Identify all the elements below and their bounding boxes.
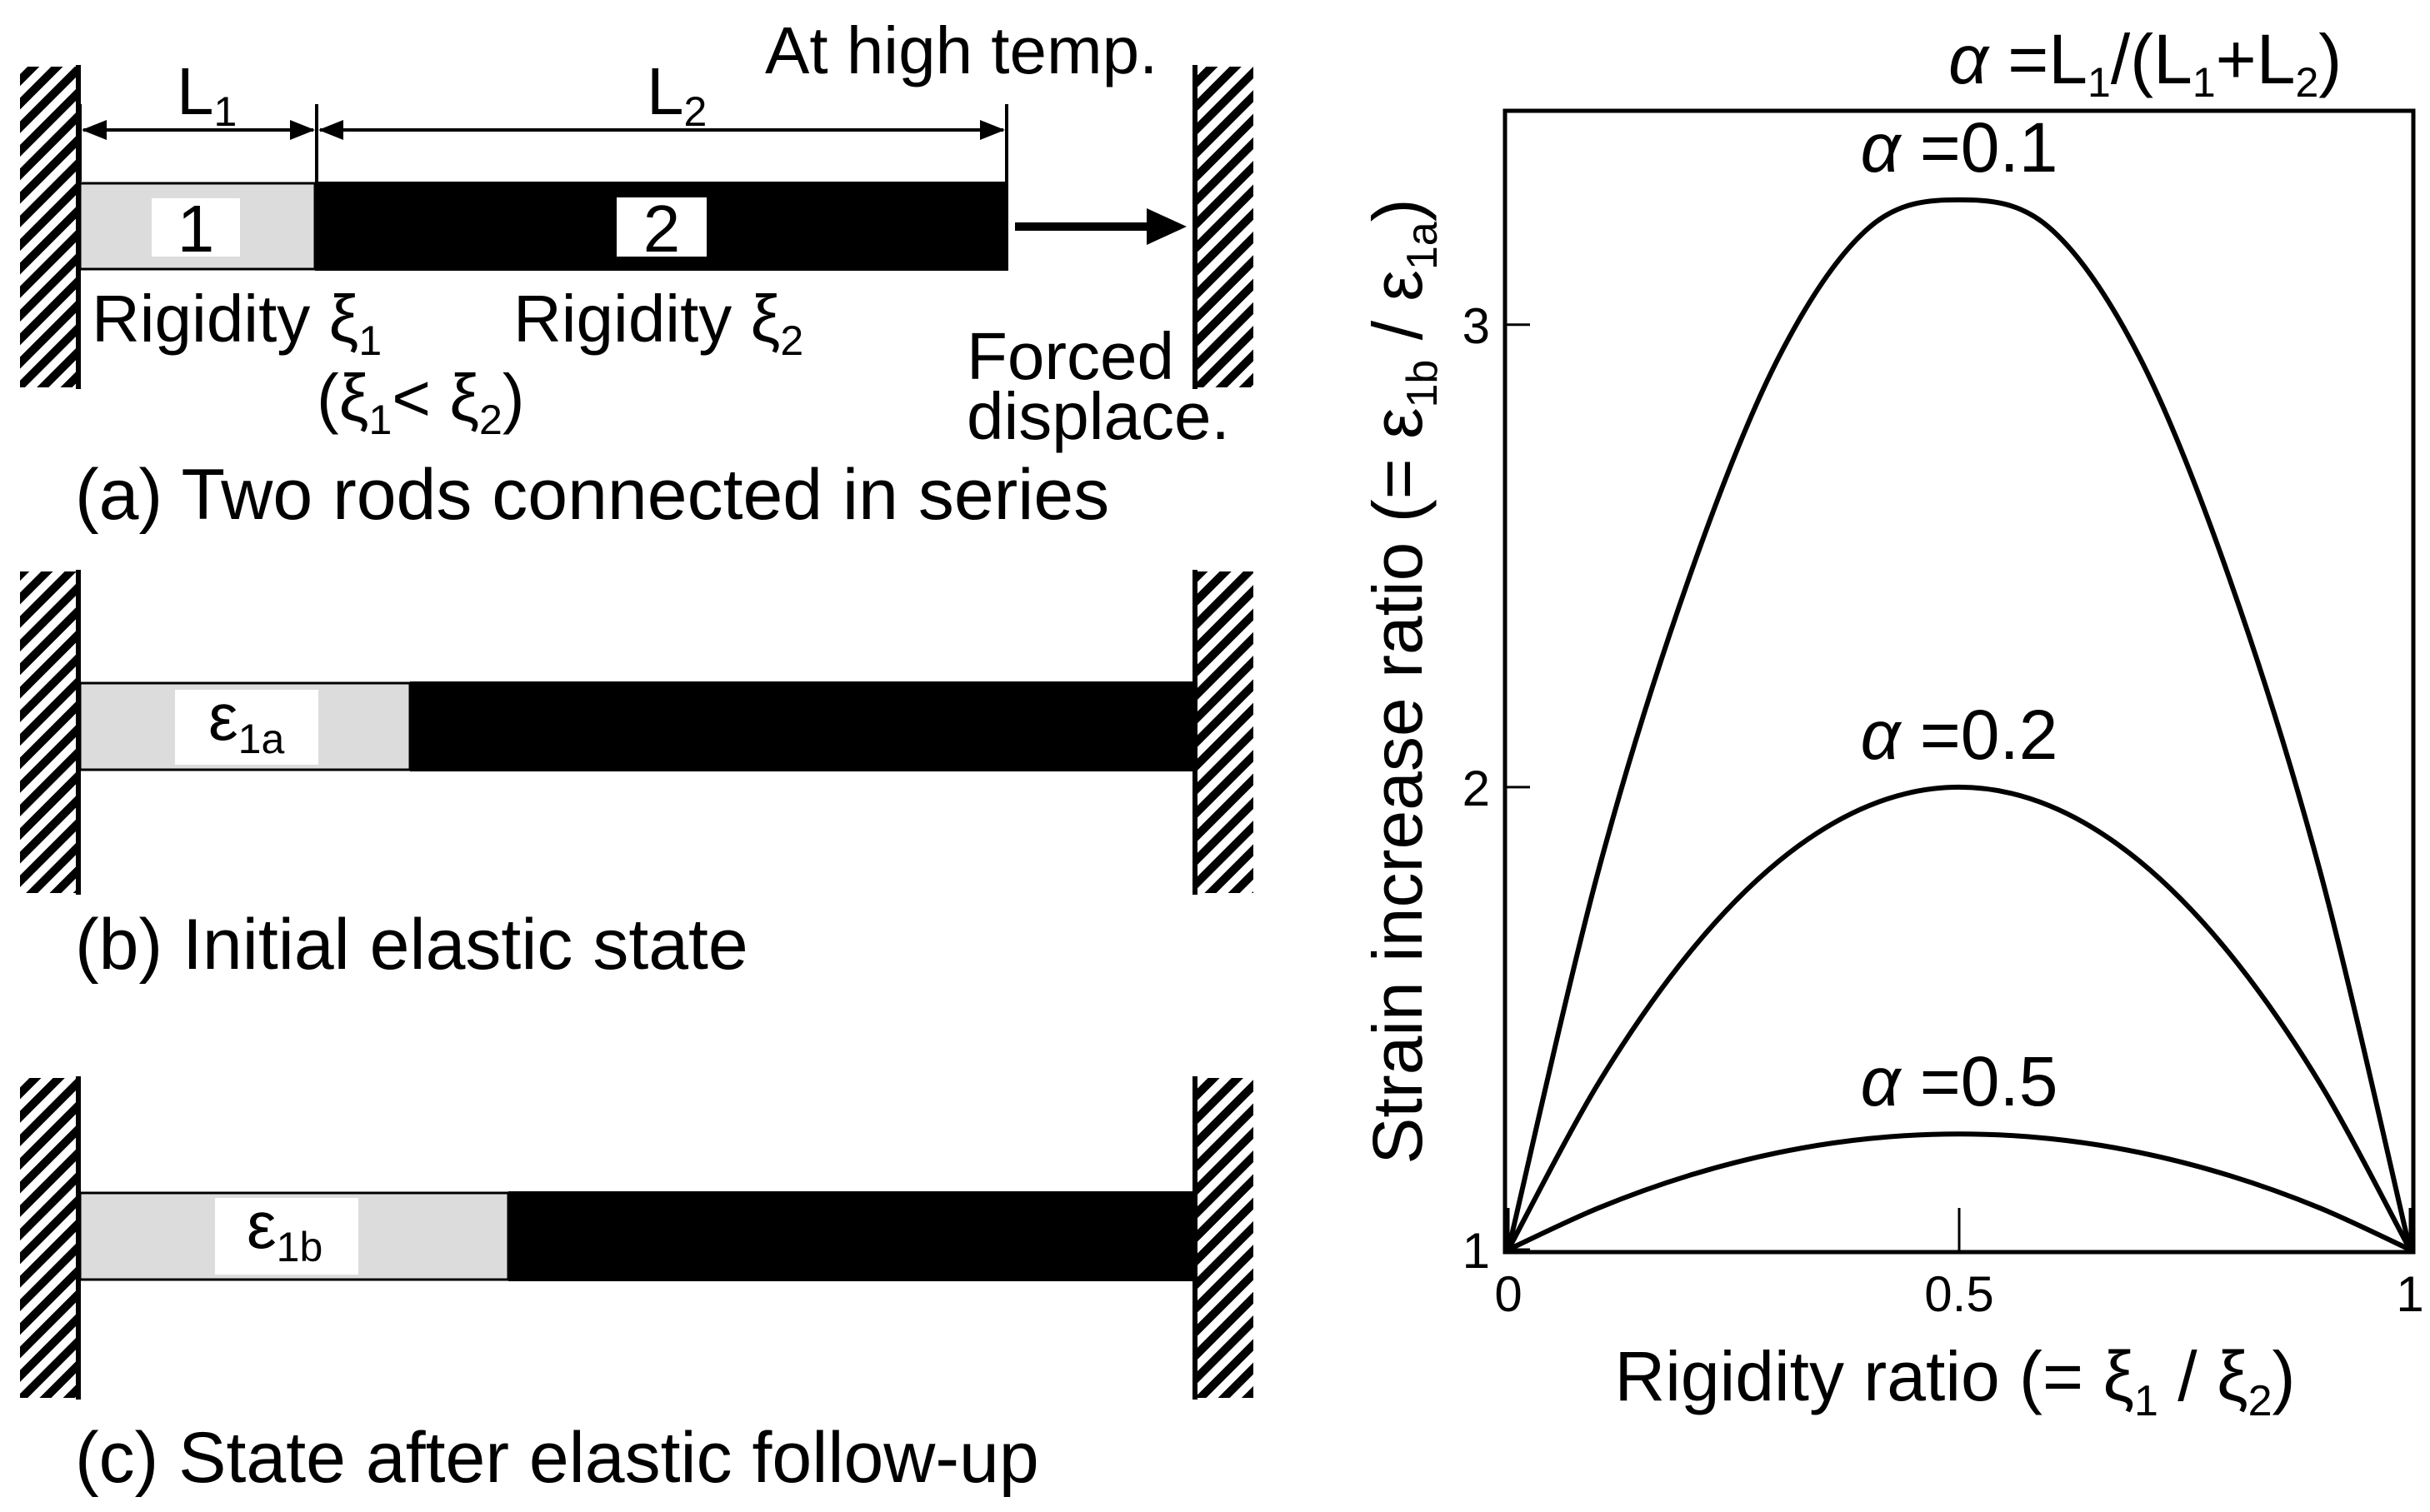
strain-1b-box — [215, 1198, 358, 1275]
forced-label-line2: displace. — [967, 379, 1230, 453]
rod-2-initial — [410, 681, 1193, 771]
panel-a: L1 L2 At high temp. 1 2 Rigidity ξ1 Rigi… — [20, 13, 1253, 535]
y-axis-ticks: 1 2 3 — [1462, 298, 1530, 1279]
rigidity-1-label: Rigidity ξ1 — [92, 282, 382, 364]
l2-arrow-right — [980, 120, 1005, 140]
forced-label-line1: Forced — [967, 319, 1174, 393]
panel-c-caption: (c) State after elastic follow-up — [75, 1418, 1039, 1498]
rod-1-number: 1 — [178, 192, 215, 266]
right-wall-hatch-c — [1197, 1078, 1253, 1398]
panel-b: ε1a (b) Initial elastic state — [20, 570, 1253, 985]
series-label-alpha-0.2: α =0.2 — [1860, 696, 2058, 774]
strain-1a-label: ε1a — [208, 680, 284, 762]
y-axis-label: Strain increase ratio (= ε1b / ε1a) — [1358, 198, 1447, 1164]
left-wall-hatch-c — [20, 1078, 77, 1398]
strain-1a-box — [175, 690, 318, 765]
series-label-alpha-0.1: α =0.1 — [1860, 108, 2058, 187]
forced-displacement-arrow-head — [1147, 208, 1187, 245]
y-tick-label: 3 — [1462, 298, 1490, 354]
curves: α =0.1 α =0.2 α =0.5 — [1506, 108, 2412, 1252]
rod-2-after — [508, 1191, 1193, 1281]
strain-1b-label: ε1b — [247, 1188, 322, 1270]
panel-a-caption: (a) Two rods connected in series — [75, 455, 1109, 535]
curve-alpha-0.5 — [1507, 1131, 2412, 1252]
left-wall-hatch-b — [20, 571, 77, 893]
strain-ratio-chart: α =L1/(L1+L2) 123 0 0.5 1 α =0.1α =0.2α =0… — [1358, 20, 2424, 1425]
rigidity-condition-label: (ξ1< ξ2) — [317, 361, 525, 443]
x-tick-label: 0.5 — [1924, 1266, 1993, 1322]
panel-c: ε1b (c) State after elastic follow-up — [20, 1076, 1253, 1498]
y-tick-label: 2 — [1462, 761, 1490, 816]
left-wall-hatch-a — [20, 67, 77, 387]
rod-2-number: 2 — [643, 192, 681, 266]
curve-alpha-0.1 — [1506, 197, 2412, 1250]
right-wall-hatch-a — [1197, 67, 1253, 387]
l1-arrow-left — [82, 120, 107, 140]
y-tick-label: 1 — [1462, 1223, 1490, 1279]
l2-label: L2 — [647, 54, 707, 135]
high-temp-label: At high temp. — [765, 13, 1158, 87]
x-axis-label: Rigidity ratio (= ξ1 / ξ2) — [1615, 1337, 2296, 1425]
curve-alpha-0.2 — [1506, 784, 2412, 1251]
right-wall-hatch-b — [1197, 571, 1253, 893]
x-tick-label: 0 — [1494, 1266, 1522, 1322]
x-axis-ticks: 0 0.5 1 — [1494, 1208, 2424, 1322]
l1-label: L1 — [177, 54, 237, 135]
alpha-definition: α =L1/(L1+L2) — [1948, 20, 2342, 106]
series-label-alpha-0.5: α =0.5 — [1860, 1042, 2058, 1120]
panel-b-caption: (b) Initial elastic state — [75, 905, 748, 985]
x-tick-label: 1 — [2396, 1266, 2423, 1322]
rod-2-number-box — [617, 197, 707, 257]
l1-arrow-right — [290, 120, 315, 140]
l2-arrow-left — [318, 120, 343, 140]
rod-1-number-box — [152, 198, 240, 257]
rigidity-2-label: Rigidity ξ2 — [513, 282, 803, 364]
